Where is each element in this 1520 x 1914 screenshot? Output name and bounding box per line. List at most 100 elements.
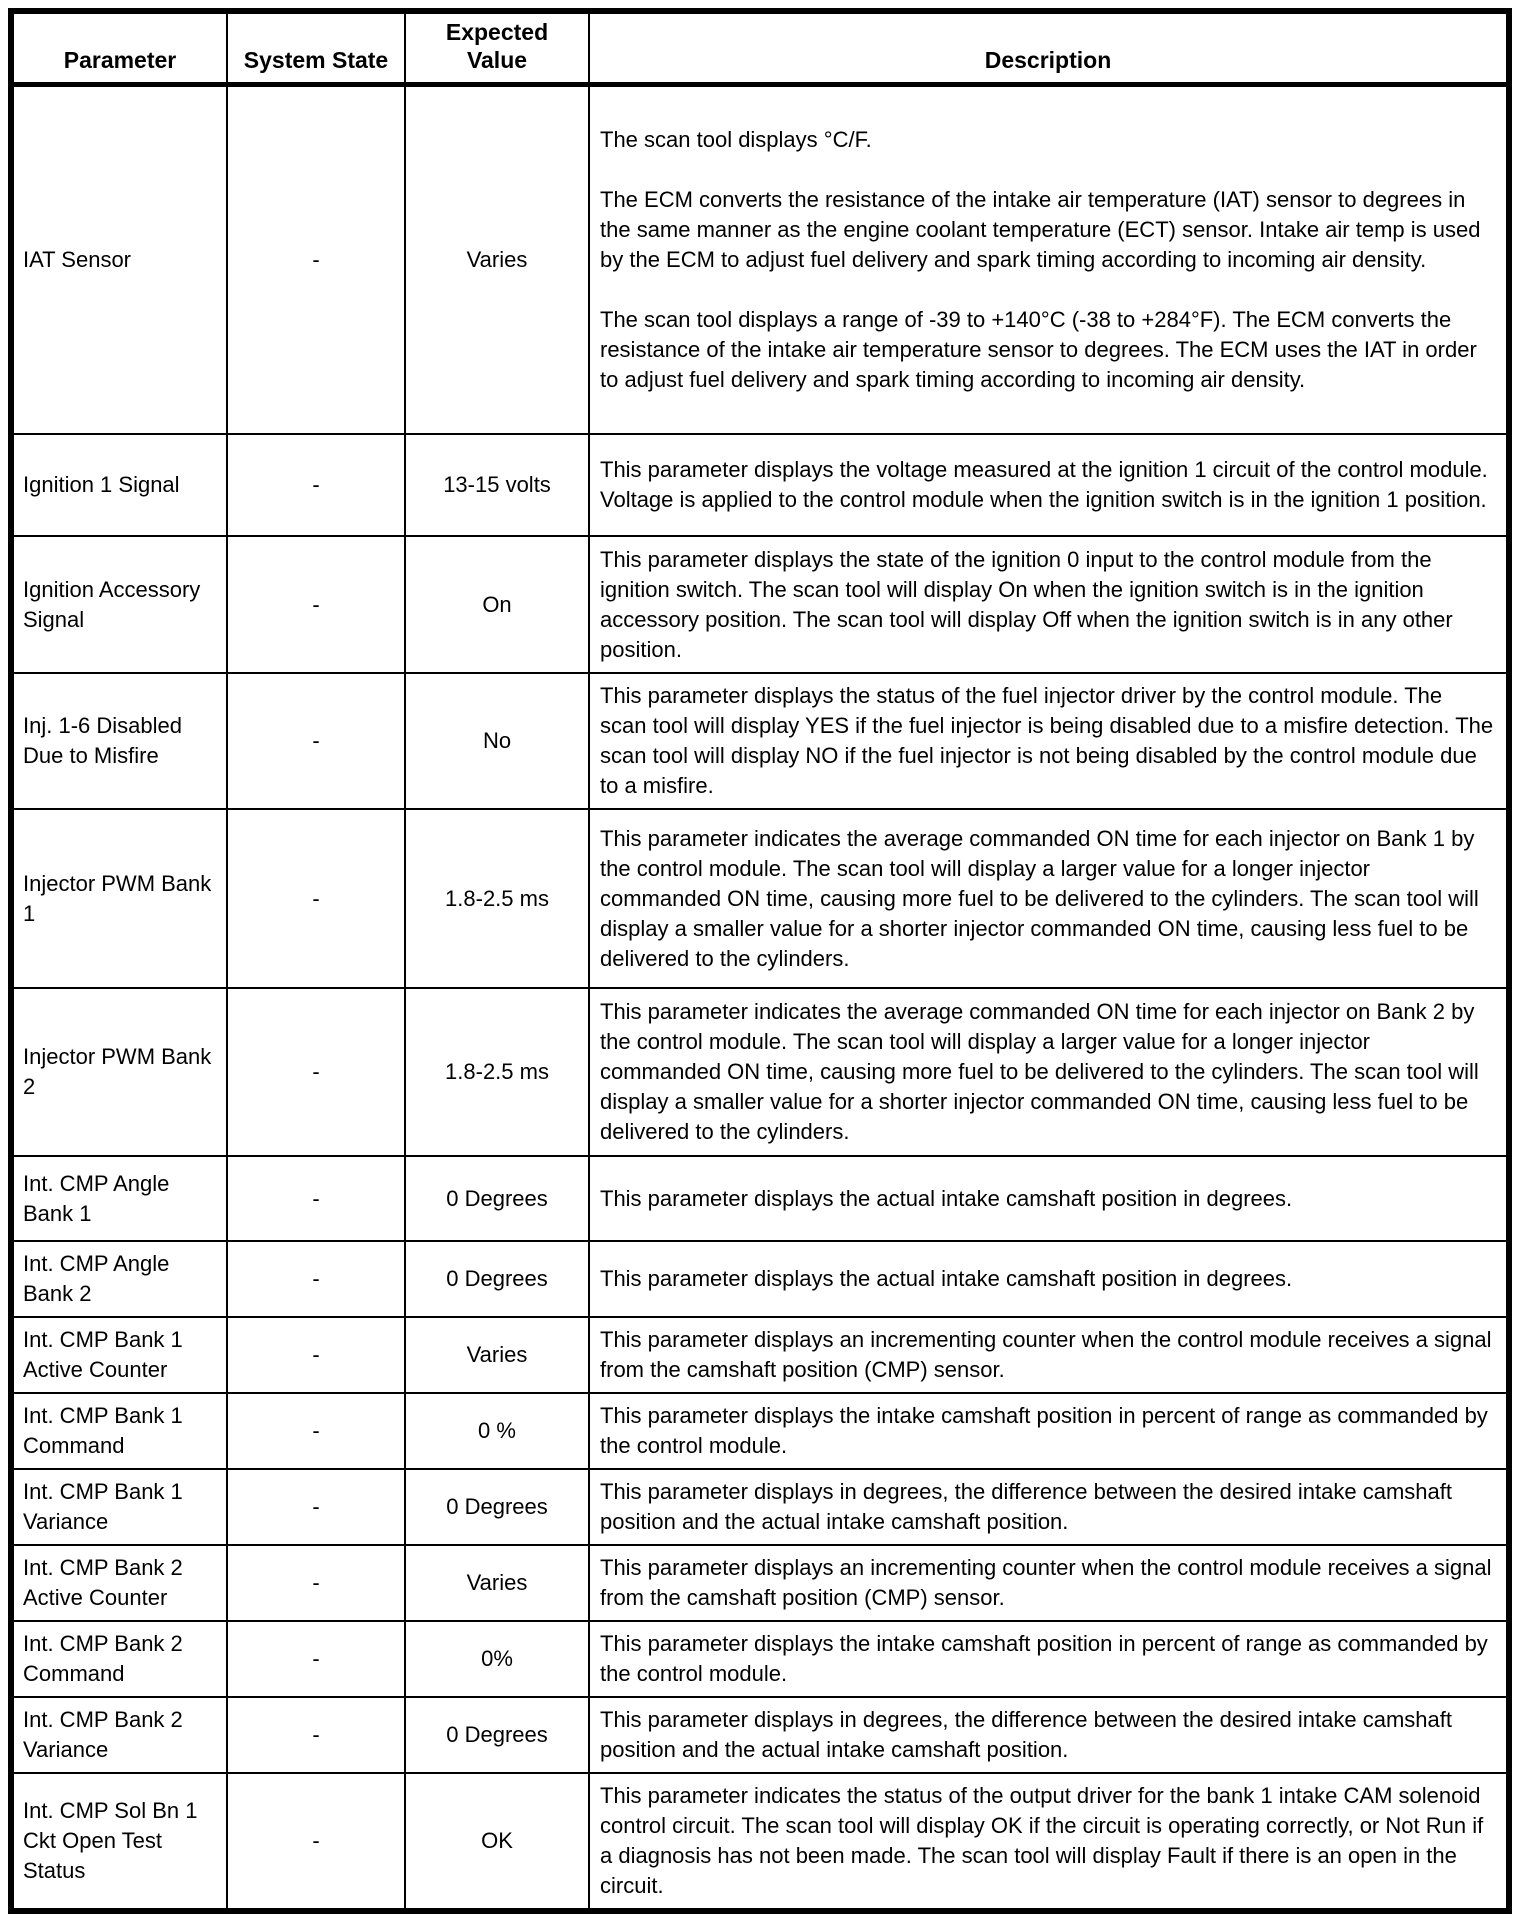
table-row: Int. CMP Bank 2 Variance - 0 Degrees Thi… <box>14 1698 1506 1774</box>
table-row: Int. CMP Angle Bank 2 - 0 Degrees This p… <box>14 1242 1506 1318</box>
parameter-cell: IAT Sensor <box>14 87 228 433</box>
system-state-cell: - <box>228 1774 406 1908</box>
description-cell: This parameter displays the intake camsh… <box>590 1394 1506 1468</box>
table-row: Int. CMP Bank 2 Active Counter - Varies … <box>14 1546 1506 1622</box>
expected-value-cell: 0 % <box>406 1394 590 1468</box>
parameter-cell: Int. CMP Bank 1 Command <box>14 1394 228 1468</box>
table-row: IAT Sensor - Varies The scan tool displa… <box>14 87 1506 435</box>
system-state-cell: - <box>228 537 406 672</box>
parameter-cell: Inj. 1-6 Disabled Due to Misfire <box>14 674 228 808</box>
parameter-cell: Ignition Accessory Signal <box>14 537 228 672</box>
parameter-cell: Int. CMP Sol Bn 1 Ckt Open Test Status <box>14 1774 228 1908</box>
description-text: This parameter displays an incrementing … <box>600 1555 1492 1610</box>
description-cell: This parameter indicates the status of t… <box>590 1774 1506 1908</box>
description-text: This parameter displays an incrementing … <box>600 1327 1492 1382</box>
column-header-parameter: Parameter <box>14 14 228 82</box>
system-state-cell: - <box>228 435 406 535</box>
column-header-description-label: Description <box>984 47 1112 73</box>
table-row: Int. CMP Bank 1 Active Counter - Varies … <box>14 1318 1506 1394</box>
parameter-cell: Int. CMP Bank 2 Active Counter <box>14 1546 228 1620</box>
table-row: Inj. 1-6 Disabled Due to Misfire - No Th… <box>14 674 1506 810</box>
description-cell: This parameter displays the state of the… <box>590 537 1506 672</box>
parameter-cell: Int. CMP Angle Bank 1 <box>14 1157 228 1240</box>
expected-value-cell: 0 Degrees <box>406 1242 590 1316</box>
column-header-system-state-label: System State <box>243 47 389 73</box>
expected-value-cell: No <box>406 674 590 808</box>
description-text: This parameter indicates the status of t… <box>600 1783 1484 1898</box>
parameter-cell: Int. CMP Bank 1 Variance <box>14 1470 228 1544</box>
parameter-cell: Int. CMP Bank 2 Command <box>14 1622 228 1696</box>
description-cell: This parameter indicates the average com… <box>590 810 1506 987</box>
column-header-description: Description <box>590 14 1506 82</box>
description-cell: This parameter displays the intake camsh… <box>590 1622 1506 1696</box>
description-text: This parameter displays the state of the… <box>600 546 1453 662</box>
expected-value-cell: 1.8-2.5 ms <box>406 810 590 987</box>
column-header-expected-value: Expected Value <box>406 14 590 82</box>
column-header-expected-value-label: Expected Value <box>445 19 549 73</box>
description-cell: This parameter displays in degrees, the … <box>590 1470 1506 1544</box>
description-cell: The scan tool displays °C/F. The ECM con… <box>590 87 1506 433</box>
expected-value-cell: Varies <box>406 1318 590 1392</box>
system-state-cell: - <box>228 1698 406 1772</box>
description-text: This parameter displays the intake camsh… <box>600 1631 1488 1686</box>
description-text: This parameter indicates the average com… <box>600 825 1479 971</box>
description-cell: This parameter displays an incrementing … <box>590 1318 1506 1392</box>
parameter-cell: Int. CMP Bank 1 Active Counter <box>14 1318 228 1392</box>
description-text: This parameter indicates the average com… <box>600 999 1479 1144</box>
table-body: IAT Sensor - Varies The scan tool displa… <box>14 87 1506 1908</box>
table-row: Injector PWM Bank 2 - 1.8-2.5 ms This pa… <box>14 989 1506 1157</box>
expected-value-cell: 0 Degrees <box>406 1470 590 1544</box>
table-header-row: Parameter System State Expected Value De… <box>14 14 1506 87</box>
expected-value-cell: On <box>406 537 590 672</box>
system-state-cell: - <box>228 1546 406 1620</box>
expected-value-cell: 13-15 volts <box>406 435 590 535</box>
expected-value-cell: OK <box>406 1774 590 1908</box>
description-text: This parameter displays the intake camsh… <box>600 1403 1488 1458</box>
table-row: Int. CMP Bank 2 Command - 0% This parame… <box>14 1622 1506 1698</box>
parameter-cell: Injector PWM Bank 1 <box>14 810 228 987</box>
description-text: This parameter displays the status of th… <box>600 683 1494 798</box>
table-row: Ignition 1 Signal - 13-15 volts This par… <box>14 435 1506 537</box>
column-header-system-state: System State <box>228 14 406 82</box>
expected-value-cell: 0% <box>406 1622 590 1696</box>
parameter-cell: Int. CMP Angle Bank 2 <box>14 1242 228 1316</box>
parameter-cell: Int. CMP Bank 2 Variance <box>14 1698 228 1772</box>
expected-value-cell: 0 Degrees <box>406 1698 590 1772</box>
description-cell: This parameter displays an incrementing … <box>590 1546 1506 1620</box>
column-header-parameter-label: Parameter <box>63 47 177 73</box>
table-row: Int. CMP Angle Bank 1 - 0 Degrees This p… <box>14 1157 1506 1242</box>
expected-value-cell: 0 Degrees <box>406 1157 590 1240</box>
system-state-cell: - <box>228 1157 406 1240</box>
system-state-cell: - <box>228 1242 406 1316</box>
system-state-cell: - <box>228 1318 406 1392</box>
system-state-cell: - <box>228 674 406 808</box>
system-state-cell: - <box>228 1470 406 1544</box>
system-state-cell: - <box>228 989 406 1155</box>
description-text: The scan tool displays °C/F. The ECM con… <box>600 127 1481 392</box>
system-state-cell: - <box>228 810 406 987</box>
description-cell: This parameter indicates the average com… <box>590 989 1506 1155</box>
table-row: Injector PWM Bank 1 - 1.8-2.5 ms This pa… <box>14 810 1506 989</box>
description-text: This parameter displays the voltage meas… <box>600 457 1488 512</box>
table-row: Ignition Accessory Signal - On This para… <box>14 537 1506 674</box>
table-row: Int. CMP Bank 1 Variance - 0 Degrees Thi… <box>14 1470 1506 1546</box>
expected-value-cell: Varies <box>406 1546 590 1620</box>
parameter-cell: Ignition 1 Signal <box>14 435 228 535</box>
expected-value-cell: 1.8-2.5 ms <box>406 989 590 1155</box>
system-state-cell: - <box>228 1394 406 1468</box>
description-cell: This parameter displays the voltage meas… <box>590 435 1506 535</box>
description-cell: This parameter displays in degrees, the … <box>590 1698 1506 1772</box>
system-state-cell: - <box>228 87 406 433</box>
scan-tool-data-table: Parameter System State Expected Value De… <box>8 8 1512 1914</box>
expected-value-cell: Varies <box>406 87 590 433</box>
description-text: This parameter displays the actual intak… <box>600 1185 1293 1211</box>
parameter-cell: Injector PWM Bank 2 <box>14 989 228 1155</box>
system-state-cell: - <box>228 1622 406 1696</box>
description-text: This parameter displays the actual intak… <box>600 1266 1293 1291</box>
description-text: This parameter displays in degrees, the … <box>600 1479 1452 1534</box>
table-row: Int. CMP Bank 1 Command - 0 % This param… <box>14 1394 1506 1470</box>
table-row: Int. CMP Sol Bn 1 Ckt Open Test Status -… <box>14 1774 1506 1908</box>
description-cell: This parameter displays the status of th… <box>590 674 1506 808</box>
description-text: This parameter displays in degrees, the … <box>600 1707 1452 1762</box>
description-cell: This parameter displays the actual intak… <box>590 1242 1506 1316</box>
